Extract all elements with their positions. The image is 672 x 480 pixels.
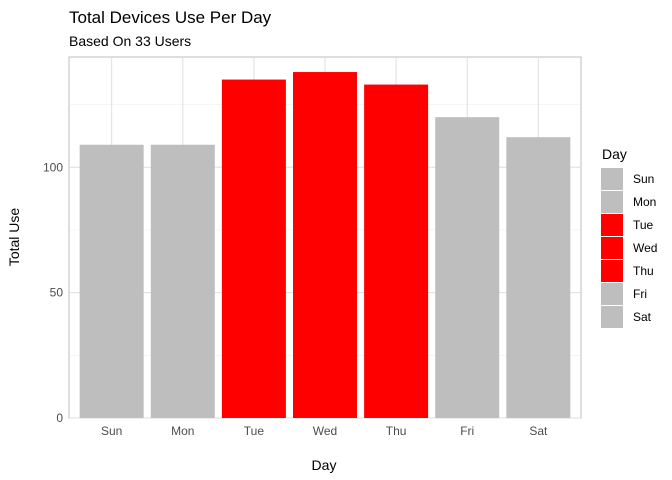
x-tick-label: Mon <box>171 424 194 438</box>
chart-title: Total Devices Use Per Day <box>69 8 272 27</box>
x-tick-label: Sun <box>101 424 122 438</box>
x-axis-title: Day <box>312 457 337 473</box>
legend-key-wed <box>601 237 623 259</box>
x-tick-label: Sat <box>529 424 548 438</box>
y-axis-title: Total Use <box>6 208 22 267</box>
bar-thu <box>364 84 429 418</box>
bar-mon <box>150 144 215 419</box>
legend-key-thu <box>601 260 623 282</box>
legend-title: Day <box>602 146 627 162</box>
legend-key-mon <box>601 191 623 213</box>
legend-key-fri <box>601 283 623 305</box>
chart-subtitle: Based On 33 Users <box>69 33 191 49</box>
legend-label: Sat <box>633 310 652 324</box>
legend: Day Sun Mon Tue Wed Thu Fri Sat <box>601 146 657 328</box>
legend-items: Sun Mon Tue Wed Thu Fri Sat <box>601 168 657 328</box>
y-axis-ticks: 0 50 100 <box>43 160 63 425</box>
bar-sun <box>79 144 144 419</box>
bars <box>79 72 571 419</box>
legend-key-sat <box>601 306 623 328</box>
bar-wed <box>293 72 357 419</box>
y-tick-label: 100 <box>43 160 63 174</box>
legend-label: Tue <box>633 218 654 232</box>
legend-key-sun <box>601 168 623 190</box>
legend-label: Thu <box>633 264 654 278</box>
bar-sat <box>506 137 571 418</box>
x-tick-label: Tue <box>244 424 265 438</box>
legend-label: Fri <box>633 287 647 301</box>
x-tick-label: Wed <box>313 424 337 438</box>
legend-label: Wed <box>633 241 657 255</box>
x-axis-ticks: Sun Mon Tue Wed Thu Fri Sat <box>101 424 548 438</box>
legend-label: Sun <box>633 172 654 186</box>
y-tick-label: 0 <box>56 411 63 425</box>
legend-key-tue <box>601 214 623 236</box>
x-tick-label: Thu <box>386 424 407 438</box>
plot-panel <box>68 56 582 419</box>
bar-tue <box>221 79 286 418</box>
legend-label: Mon <box>633 195 656 209</box>
bar-fri <box>435 117 500 419</box>
x-tick-label: Fri <box>460 424 474 438</box>
y-tick-label: 50 <box>50 286 64 300</box>
